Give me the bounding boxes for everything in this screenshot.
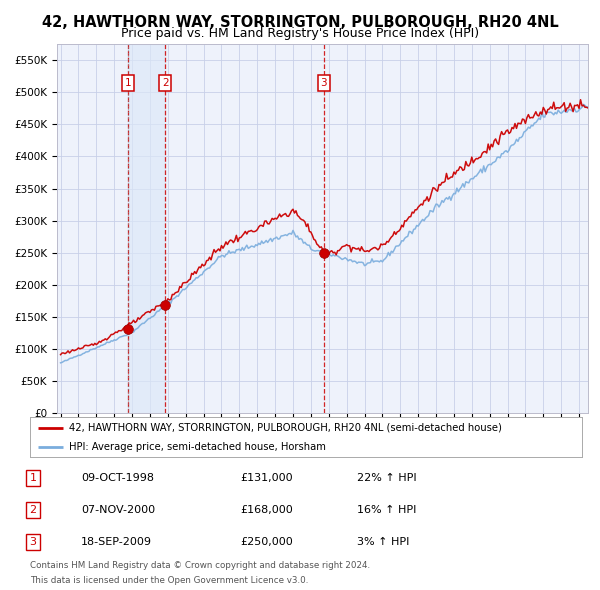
Text: 3: 3 (320, 78, 327, 88)
Text: This data is licensed under the Open Government Licence v3.0.: This data is licensed under the Open Gov… (30, 576, 308, 585)
Text: 07-NOV-2000: 07-NOV-2000 (81, 505, 155, 514)
Text: 16% ↑ HPI: 16% ↑ HPI (357, 505, 416, 514)
Text: 1: 1 (125, 78, 131, 88)
Text: 2: 2 (29, 505, 37, 514)
Text: 1: 1 (29, 473, 37, 483)
Text: £131,000: £131,000 (240, 473, 293, 483)
Text: 2: 2 (162, 78, 169, 88)
Text: 3: 3 (29, 537, 37, 546)
Text: 09-OCT-1998: 09-OCT-1998 (81, 473, 154, 483)
Text: 42, HAWTHORN WAY, STORRINGTON, PULBOROUGH, RH20 4NL: 42, HAWTHORN WAY, STORRINGTON, PULBOROUG… (41, 15, 559, 30)
Text: HPI: Average price, semi-detached house, Horsham: HPI: Average price, semi-detached house,… (68, 442, 326, 452)
Text: 18-SEP-2009: 18-SEP-2009 (81, 537, 152, 546)
Text: Contains HM Land Registry data © Crown copyright and database right 2024.: Contains HM Land Registry data © Crown c… (30, 560, 370, 569)
Text: £250,000: £250,000 (240, 537, 293, 546)
Text: Price paid vs. HM Land Registry's House Price Index (HPI): Price paid vs. HM Land Registry's House … (121, 27, 479, 40)
Text: 42, HAWTHORN WAY, STORRINGTON, PULBOROUGH, RH20 4NL (semi-detached house): 42, HAWTHORN WAY, STORRINGTON, PULBOROUG… (68, 423, 502, 433)
Bar (128, 44, 165, 413)
Text: 3% ↑ HPI: 3% ↑ HPI (357, 537, 409, 546)
Text: 22% ↑ HPI: 22% ↑ HPI (357, 473, 416, 483)
Text: £168,000: £168,000 (240, 505, 293, 514)
